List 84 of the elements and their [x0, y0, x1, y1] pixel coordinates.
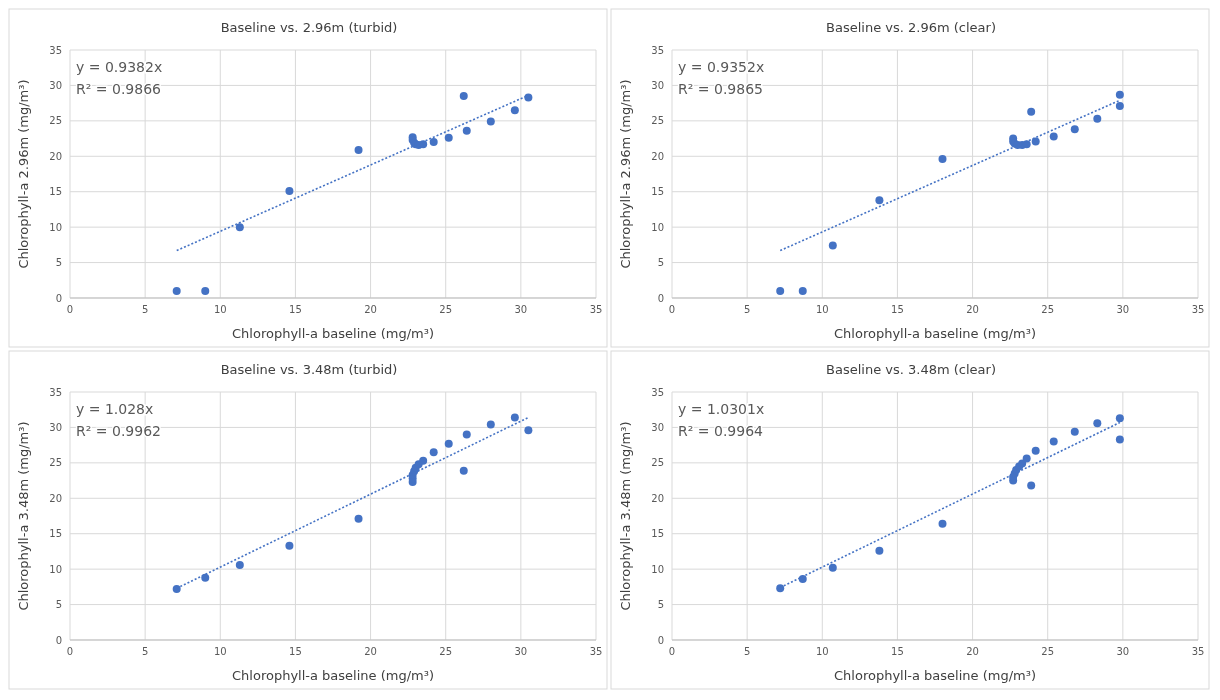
x-axis-title: Chlorophyll-a baseline (mg/m³): [834, 326, 1036, 341]
y-tick-label: 35: [651, 386, 664, 398]
x-tick-label: 5: [141, 646, 149, 657]
y-tick-label: 30: [651, 79, 664, 91]
chart-title: Baseline vs. 2.96m (turbid): [220, 20, 398, 35]
y-tick-label: 30: [651, 421, 664, 433]
annotation: y = 1.0301x: [678, 401, 765, 417]
x-tick-label: 0: [66, 304, 74, 315]
x-axis-title: Chlorophyll-a baseline (mg/m³): [232, 668, 434, 683]
x-tick-label: 30: [514, 646, 528, 657]
x-tick-label: 20: [364, 646, 377, 657]
y-axis-title: Chlorophyll-a 3.48m (mg/m³): [16, 421, 31, 611]
y-tick-label: 15: [49, 528, 62, 540]
y-tick-label: 30: [49, 421, 62, 433]
x-tick-label: 35: [1191, 304, 1205, 315]
y-tick-label: 0: [55, 292, 62, 304]
x-tick-label: 10: [815, 304, 829, 315]
x-tick-label: 25: [1041, 304, 1055, 315]
y-tick-label: 15: [49, 186, 62, 198]
x-tick-label: 20: [966, 304, 979, 315]
y-tick-label: 15: [651, 528, 664, 540]
x-tick-label: 5: [743, 304, 751, 315]
y-tick-label: 20: [651, 492, 664, 504]
x-tick-label: 15: [891, 646, 904, 657]
annotation: R² = 0.9865: [678, 81, 763, 97]
x-tick-label: 25: [439, 304, 453, 315]
annotation: y = 0.9382x: [76, 59, 163, 75]
y-tick-label: 35: [49, 386, 62, 398]
x-tick-label: 25: [1041, 646, 1055, 657]
x-tick-label: 10: [213, 304, 227, 315]
x-tick-label: 15: [891, 304, 904, 315]
annotation: y = 1.028x: [76, 401, 154, 417]
x-tick-label: 35: [1191, 646, 1205, 657]
y-tick-label: 5: [657, 599, 664, 611]
x-tick-label: 5: [743, 646, 751, 657]
x-tick-label: 15: [289, 646, 302, 657]
x-tick-label: 20: [966, 646, 979, 657]
chart-title: Baseline vs. 2.96m (clear): [826, 20, 996, 35]
x-axis-title: Chlorophyll-a baseline (mg/m³): [232, 326, 434, 341]
annotation: R² = 0.9866: [76, 81, 162, 97]
x-tick-label: 5: [141, 304, 149, 315]
x-tick-label: 35: [589, 304, 603, 315]
y-tick-label: 15: [651, 186, 664, 198]
y-tick-label: 5: [55, 599, 62, 611]
x-tick-label: 10: [815, 646, 829, 657]
y-tick-label: 20: [49, 492, 62, 504]
x-tick-label: 0: [668, 646, 676, 657]
x-tick-label: 25: [439, 646, 453, 657]
y-tick-label: 10: [651, 221, 664, 233]
chart-title: Baseline vs. 3.48m (turbid): [220, 362, 398, 377]
annotation: y = 0.9352x: [678, 59, 765, 75]
y-tick-label: 5: [657, 257, 664, 269]
y-tick-label: 25: [49, 457, 62, 469]
annotation: R² = 0.9962: [76, 423, 161, 439]
x-axis-title: Chlorophyll-a baseline (mg/m³): [834, 668, 1036, 683]
x-tick-label: 30: [1116, 646, 1130, 657]
y-tick-label: 10: [49, 221, 62, 233]
x-tick-label: 0: [668, 304, 676, 315]
y-tick-label: 30: [49, 79, 62, 91]
x-tick-label: 0: [66, 646, 74, 657]
y-tick-label: 35: [49, 44, 62, 56]
chart-title: Baseline vs. 3.48m (clear): [826, 362, 996, 377]
y-tick-label: 20: [651, 150, 664, 162]
y-axis-title: Chlorophyll-a 2.96m (mg/m³): [16, 79, 31, 269]
y-tick-label: 10: [651, 563, 664, 575]
y-axis-title: Chlorophyll-a 2.96m (mg/m³): [618, 79, 633, 269]
annotation: R² = 0.9964: [678, 423, 764, 439]
y-tick-label: 10: [49, 563, 62, 575]
y-tick-label: 20: [49, 150, 62, 162]
x-tick-label: 35: [589, 646, 603, 657]
y-tick-label: 25: [651, 115, 664, 127]
x-tick-label: 15: [289, 304, 302, 315]
x-tick-label: 30: [1116, 304, 1130, 315]
y-tick-label: 5: [55, 257, 62, 269]
x-tick-label: 30: [514, 304, 528, 315]
y-tick-label: 35: [651, 44, 664, 56]
y-axis-title: Chlorophyll-a 3.48m (mg/m³): [618, 421, 633, 611]
y-tick-label: 0: [55, 634, 62, 646]
y-tick-label: 0: [657, 634, 664, 646]
y-tick-label: 25: [651, 457, 664, 469]
x-tick-label: 20: [364, 304, 377, 315]
x-tick-label: 10: [213, 646, 227, 657]
y-tick-label: 25: [49, 115, 62, 127]
y-tick-label: 0: [657, 292, 664, 304]
